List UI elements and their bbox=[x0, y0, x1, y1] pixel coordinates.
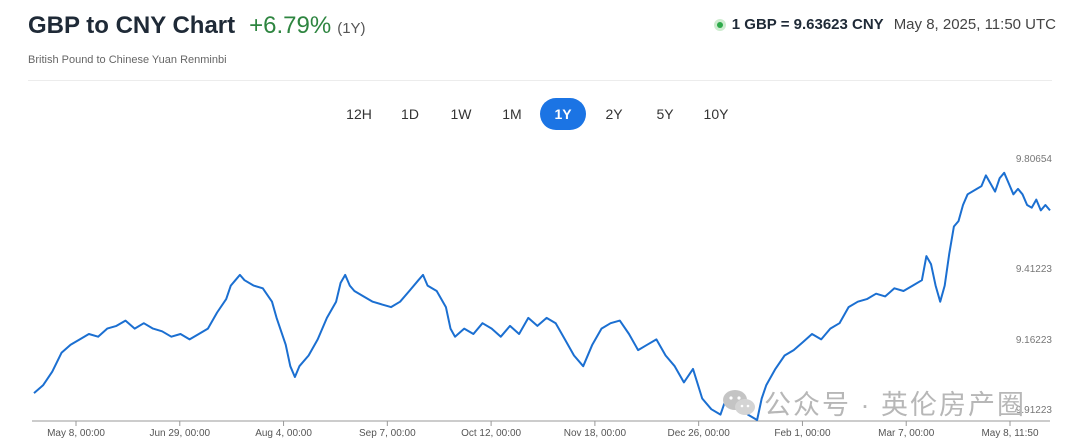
x-tick-label: May 8, 11:50 bbox=[981, 428, 1039, 439]
x-tick-label: Jun 29, 00:00 bbox=[149, 428, 210, 439]
rate-chart[interactable]: 9.80654 9.41223 9.16223 9.91223 May 8, 00:0… bbox=[0, 140, 1080, 443]
page-title: GBP to CNY Chart bbox=[28, 12, 236, 39]
x-tick-label: Sep 7, 00:00 bbox=[359, 428, 416, 439]
page-subtitle: British Pound to Chinese Yuan Renminbi bbox=[28, 54, 227, 66]
rate-timestamp: May 8, 2025, 11:50 UTC bbox=[893, 16, 1056, 33]
live-status-icon bbox=[713, 18, 726, 31]
tab-12h[interactable]: 12H bbox=[336, 98, 382, 130]
header-divider bbox=[28, 80, 1052, 81]
chart-header: GBP to CNY Chart +6.79% (1Y) British Pou… bbox=[28, 12, 1056, 72]
change-percent: +6.79% bbox=[249, 12, 332, 39]
x-tick-label: Mar 7, 00:00 bbox=[878, 428, 935, 439]
y-axis-ticks: 9.80654 9.41223 9.16223 9.91223 bbox=[1016, 154, 1053, 416]
y-tick-label: 9.41223 bbox=[1016, 264, 1053, 275]
x-tick-label: Oct 12, 00:00 bbox=[461, 428, 521, 439]
tab-1m[interactable]: 1M bbox=[489, 98, 535, 130]
wechat-icon bbox=[723, 389, 755, 415]
watermark-text: 公众号 · 英伦房产圈 bbox=[764, 390, 1026, 420]
title-row: GBP to CNY Chart +6.79% (1Y) bbox=[28, 12, 1056, 40]
tab-2y[interactable]: 2Y bbox=[591, 98, 637, 130]
tab-1w[interactable]: 1W bbox=[438, 98, 484, 130]
y-tick-label: 9.16223 bbox=[1016, 335, 1053, 346]
series-line bbox=[33, 171, 1051, 421]
change-period: (1Y) bbox=[337, 20, 366, 37]
x-tick-label: Aug 4, 00:00 bbox=[255, 428, 312, 439]
watermark: 公众号 · 英伦房产圈 bbox=[722, 383, 1026, 422]
exchange-rate: 1 GBP = 9.63623 CNY bbox=[731, 16, 884, 33]
y-tick-label: 9.80654 bbox=[1016, 154, 1053, 165]
x-axis-ticks: May 8, 00:00 Jun 29, 00:00 Aug 4, 00:00 Sep… bbox=[47, 421, 1039, 439]
tab-10y[interactable]: 10Y bbox=[693, 98, 739, 130]
rate-box: 1 GBP = 9.63623 CNY May 8, 2025, 11:50 U… bbox=[713, 16, 1056, 33]
y-tick-label: 9.91223 bbox=[1016, 405, 1053, 416]
range-tabs: 12H 1D 1W 1M 1Y 2Y 5Y 10Y bbox=[336, 98, 744, 130]
tab-1d[interactable]: 1D bbox=[387, 98, 433, 130]
x-tick-label: May 8, 00:00 bbox=[47, 428, 105, 439]
tab-1y[interactable]: 1Y bbox=[540, 98, 586, 130]
x-tick-label: Feb 1, 00:00 bbox=[774, 428, 831, 439]
x-tick-label: Dec 26, 00:00 bbox=[668, 428, 731, 439]
tab-5y[interactable]: 5Y bbox=[642, 98, 688, 130]
x-tick-label: Nov 18, 00:00 bbox=[564, 428, 627, 439]
